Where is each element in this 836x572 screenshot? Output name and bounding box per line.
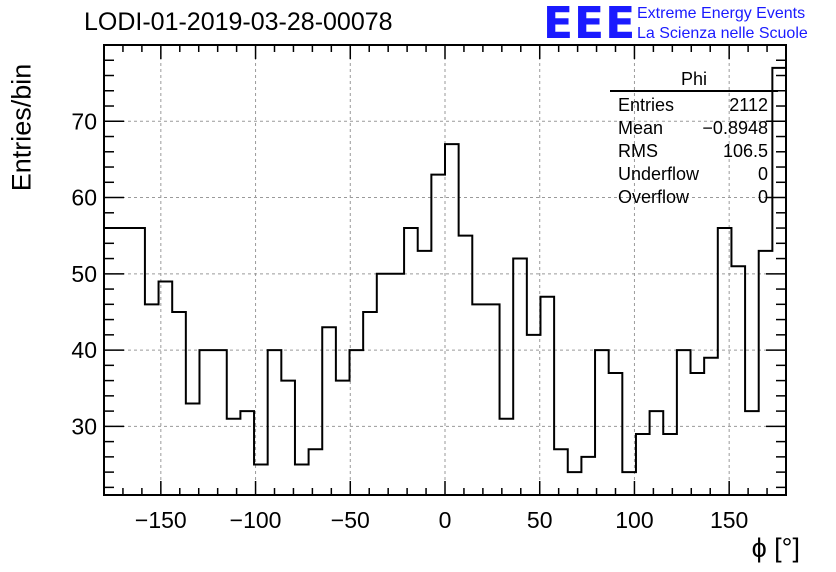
x-tick-label: −50 xyxy=(331,507,370,533)
chart-title: LODI-01-2019-03-28-00078 xyxy=(84,8,393,36)
y-tick-label: 30 xyxy=(71,413,97,439)
y-tick-label: 50 xyxy=(71,261,97,287)
x-tick-label: 150 xyxy=(710,507,748,533)
stats-value: 0 xyxy=(757,187,768,207)
stats-value: 106.5 xyxy=(722,141,768,161)
stats-value: 2112 xyxy=(729,95,768,115)
x-tick-label: 50 xyxy=(527,507,553,533)
x-tick-label: 0 xyxy=(439,507,452,533)
stats-label: Overflow xyxy=(618,187,690,207)
axis-tick-labels: −150 −100 −50 0 50 100 150 30 40 50 60 70 xyxy=(71,108,748,533)
x-tick-label: −150 xyxy=(135,507,187,533)
stats-row-underflow: Underflow 0 xyxy=(610,163,778,186)
grid-lines xyxy=(104,45,786,495)
logo-caption-line1: Extreme Energy Events xyxy=(637,5,806,22)
histogram-series-line xyxy=(104,66,786,474)
stats-row-mean: Mean −0.8948 xyxy=(610,117,778,140)
x-axis-label: ϕ [°] xyxy=(751,533,800,563)
logo-caption: Extreme Energy Events La Scienza nelle S… xyxy=(637,4,808,44)
x-tick-label: −100 xyxy=(230,507,282,533)
stats-box-title: Phi xyxy=(610,68,778,92)
stats-value: −0.8948 xyxy=(702,118,768,138)
y-tick-label: 70 xyxy=(71,108,97,134)
x-tick-label: 100 xyxy=(615,507,653,533)
axis-ticks xyxy=(103,44,787,495)
stats-row-rms: RMS 106.5 xyxy=(610,140,778,163)
stats-label: Mean xyxy=(618,118,664,138)
y-tick-label: 40 xyxy=(71,337,97,363)
stats-label: RMS xyxy=(618,141,658,161)
y-tick-label: 60 xyxy=(71,185,97,211)
stats-value: 0 xyxy=(757,164,768,184)
stats-row-overflow: Overflow 0 xyxy=(610,186,778,209)
stats-box: Phi Entries 2112 Mean −0.8948 RMS 106.5 … xyxy=(610,68,778,209)
stats-label: Entries xyxy=(618,95,675,115)
y-axis-label: Entries/bin xyxy=(6,63,37,192)
eee-logo: EEE xyxy=(543,0,637,49)
stats-row-entries: Entries 2112 xyxy=(610,94,778,117)
logo-caption-line2: La Scienza nelle Scuole xyxy=(637,25,808,42)
stats-label: Underflow xyxy=(618,164,700,184)
